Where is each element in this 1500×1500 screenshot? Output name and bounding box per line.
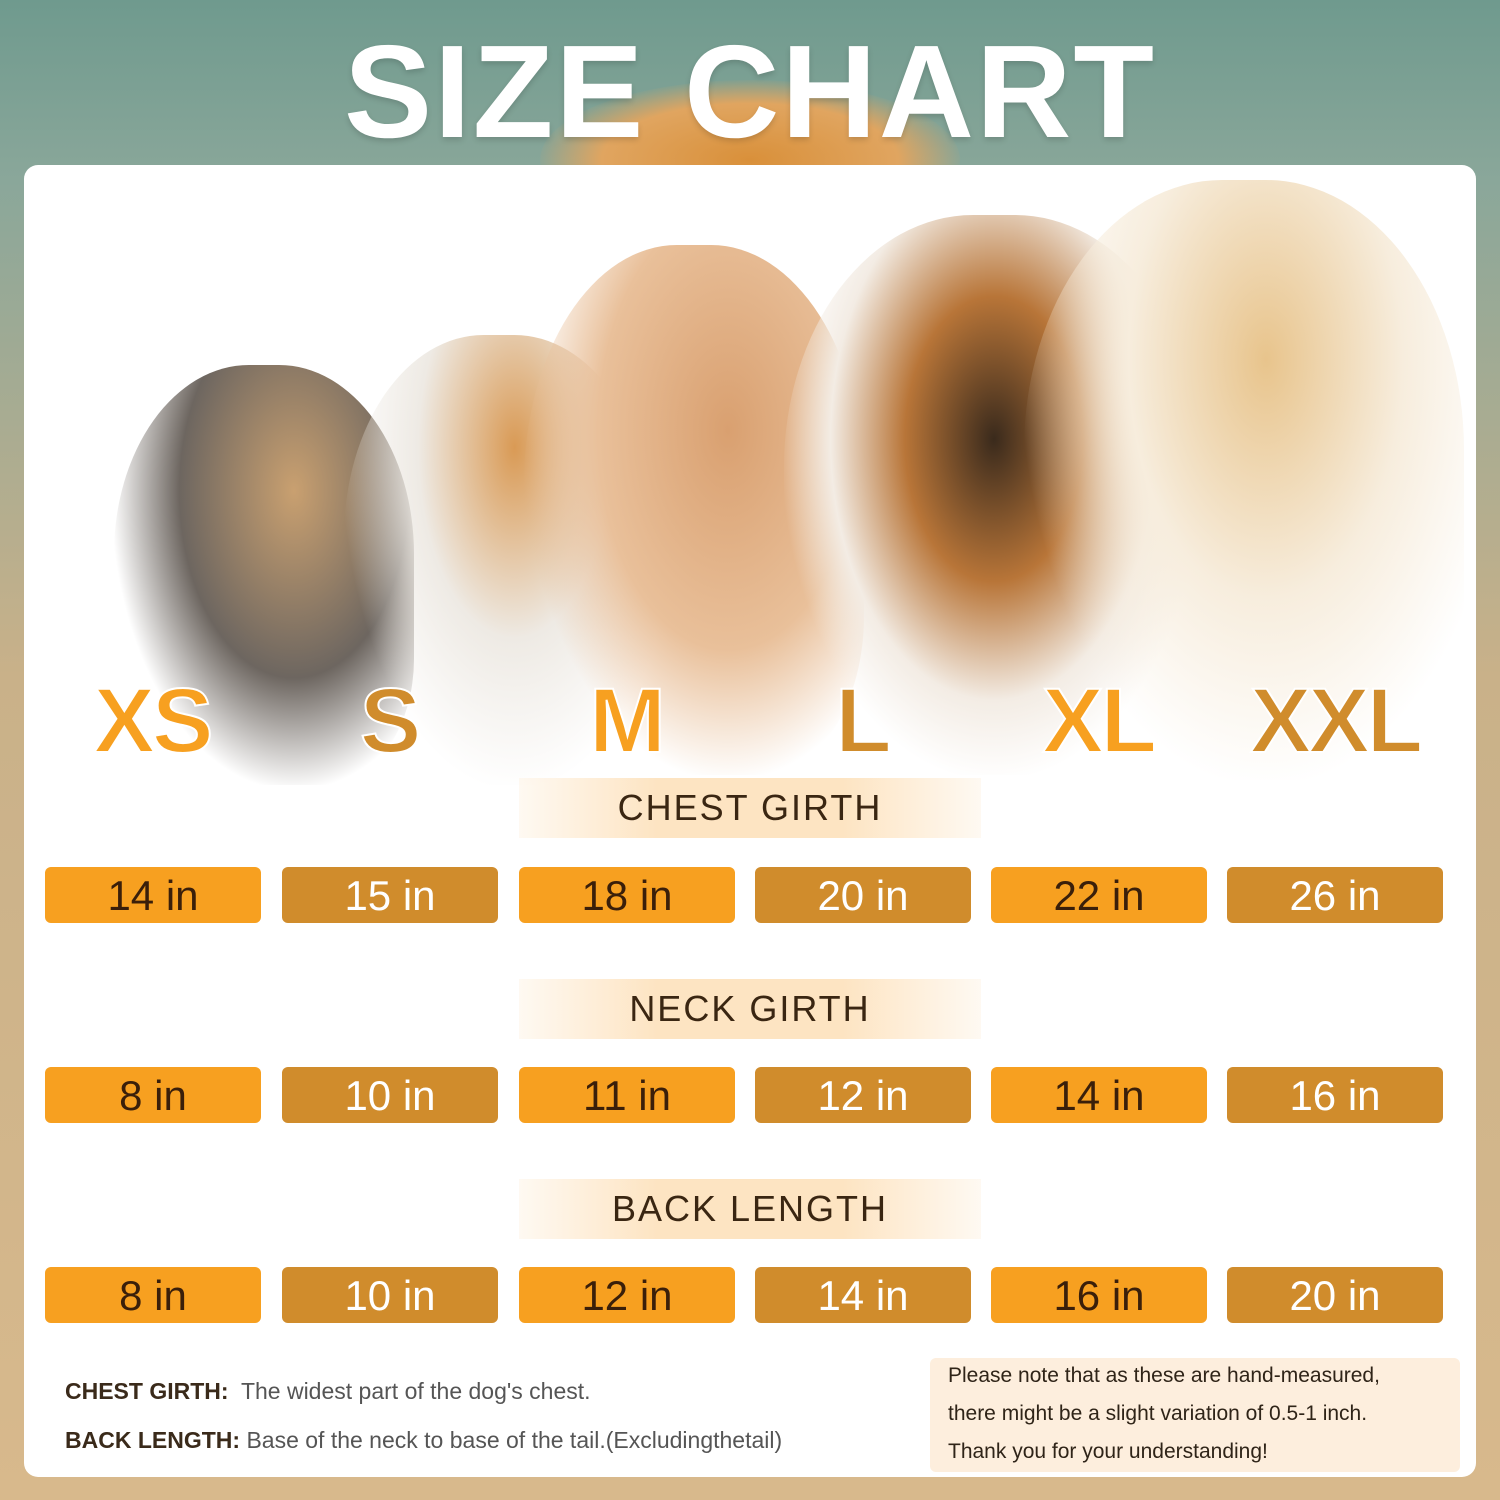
- chest-value-l: 20 in: [755, 867, 971, 923]
- note-line: Please note that as these are hand-measu…: [948, 1364, 1380, 1387]
- size-chart-card: XS S M L XL XXL CHEST GIRTH 14 in 15 in …: [24, 165, 1476, 1477]
- neck-value-xs: 8 in: [45, 1067, 261, 1123]
- definition-term: BACK LENGTH:: [65, 1427, 241, 1453]
- chest-value-s: 15 in: [282, 867, 498, 923]
- chest-value-xl: 22 in: [991, 867, 1207, 923]
- back-value-xs: 8 in: [45, 1267, 261, 1323]
- note-line: there might be a slight variation of 0.5…: [948, 1402, 1368, 1425]
- section-header-back-length: BACK LENGTH: [519, 1179, 981, 1239]
- size-label-s: S: [359, 670, 422, 772]
- back-value-s: 10 in: [282, 1267, 498, 1323]
- dogs-image: [24, 165, 1476, 785]
- measurement-note: Please note that as these are hand-measu…: [930, 1358, 1460, 1472]
- definition-text: Base of the neck to base of the tail.(Ex…: [246, 1427, 783, 1453]
- definition-back-length: BACK LENGTH: Base of the neck to base of…: [65, 1425, 782, 1455]
- section-header-neck-girth: NECK GIRTH: [519, 979, 981, 1039]
- back-value-xxl: 20 in: [1227, 1267, 1443, 1323]
- size-label-xs: XS: [93, 670, 215, 772]
- page-title: SIZE CHART: [344, 18, 1156, 165]
- definition-term: CHEST GIRTH:: [65, 1378, 229, 1404]
- neck-value-l: 12 in: [755, 1067, 971, 1123]
- neck-value-xl: 14 in: [991, 1067, 1207, 1123]
- back-value-l: 14 in: [755, 1267, 971, 1323]
- chest-value-xxl: 26 in: [1227, 867, 1443, 923]
- neck-value-m: 11 in: [519, 1067, 735, 1123]
- section-header-chest-girth: CHEST GIRTH: [519, 778, 981, 838]
- chest-value-xs: 14 in: [45, 867, 261, 923]
- size-label-m: M: [588, 670, 667, 772]
- chest-value-m: 18 in: [519, 867, 735, 923]
- neck-value-xxl: 16 in: [1227, 1067, 1443, 1123]
- size-label-l: L: [834, 670, 892, 772]
- dog-labrador: [1024, 180, 1464, 780]
- note-line: Thank you for your understanding!: [948, 1440, 1268, 1463]
- neck-value-s: 10 in: [282, 1067, 498, 1123]
- definition-chest-girth: CHEST GIRTH: The widest part of the dog'…: [65, 1376, 591, 1406]
- definition-text: The widest part of the dog's chest.: [240, 1378, 591, 1404]
- size-label-xl: XL: [1041, 670, 1158, 772]
- back-value-xl: 16 in: [991, 1267, 1207, 1323]
- back-value-m: 12 in: [519, 1267, 735, 1323]
- size-label-xxl: XXL: [1249, 670, 1424, 772]
